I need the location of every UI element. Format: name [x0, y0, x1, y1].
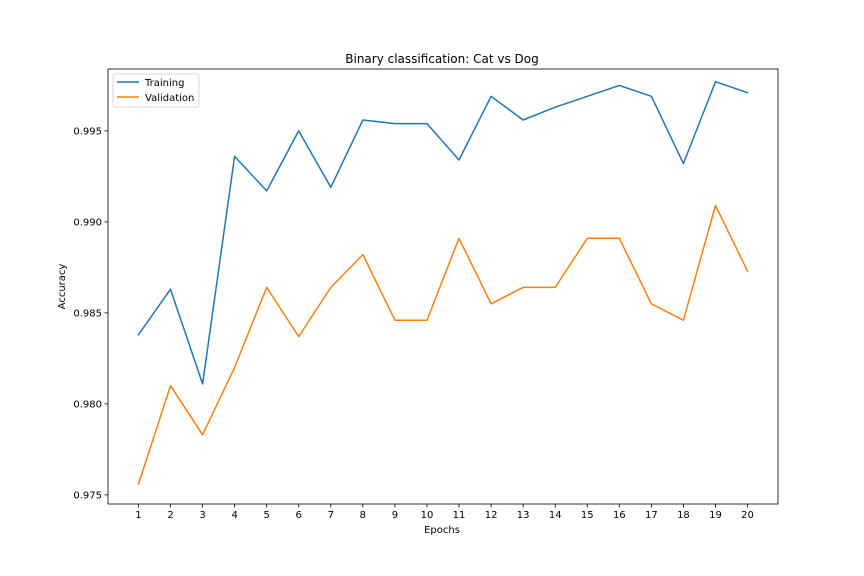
- y-tick-label: 0.990: [73, 217, 102, 228]
- y-axis-label: Accuracy: [57, 264, 68, 310]
- y-tick-label: 0.985: [73, 308, 102, 319]
- x-tick-label: 6: [296, 510, 302, 521]
- x-tick-label: 13: [517, 510, 530, 521]
- series-line-validation: [137, 204, 749, 485]
- legend-label-training: Training: [144, 78, 184, 89]
- x-tick-label: 20: [741, 510, 754, 521]
- x-tick-label: 2: [167, 510, 173, 521]
- y-tick-label: 0.975: [73, 490, 102, 501]
- y-tick-label: 0.980: [73, 399, 102, 410]
- x-tick-label: 17: [645, 510, 658, 521]
- x-axis-label: Epochs: [424, 525, 460, 536]
- series-lines: [137, 80, 749, 485]
- chart-title: Binary classification: Cat vs Dog: [345, 52, 538, 66]
- series-line-training: [137, 80, 749, 385]
- x-axis: 1 2 3 4 5 6 7 8 9 10 11 12 13 14 15 16 17 18 19 20: [135, 504, 754, 521]
- x-tick-label: 9: [392, 510, 398, 521]
- x-tick-label: 19: [709, 510, 722, 521]
- plot-area: [107, 68, 779, 505]
- x-tick-label: 1: [135, 510, 141, 521]
- x-tick-label: 10: [421, 510, 434, 521]
- x-tick-label: 4: [231, 510, 237, 521]
- x-tick-label: 14: [549, 510, 562, 521]
- legend: Training Validation: [112, 73, 200, 108]
- x-tick-label: 12: [485, 510, 498, 521]
- y-axis: 0.975 0.980 0.985 0.990 0.995: [73, 126, 108, 501]
- x-tick-label: 18: [677, 510, 690, 521]
- y-tick-label: 0.995: [73, 126, 102, 137]
- legend-label-validation: Validation: [145, 93, 194, 104]
- x-tick-label: 16: [613, 510, 626, 521]
- x-tick-label: 15: [581, 510, 594, 521]
- x-tick-label: 5: [263, 510, 269, 521]
- x-tick-label: 11: [453, 510, 466, 521]
- x-tick-label: 3: [199, 510, 205, 521]
- x-tick-label: 7: [328, 510, 334, 521]
- x-tick-label: 8: [360, 510, 366, 521]
